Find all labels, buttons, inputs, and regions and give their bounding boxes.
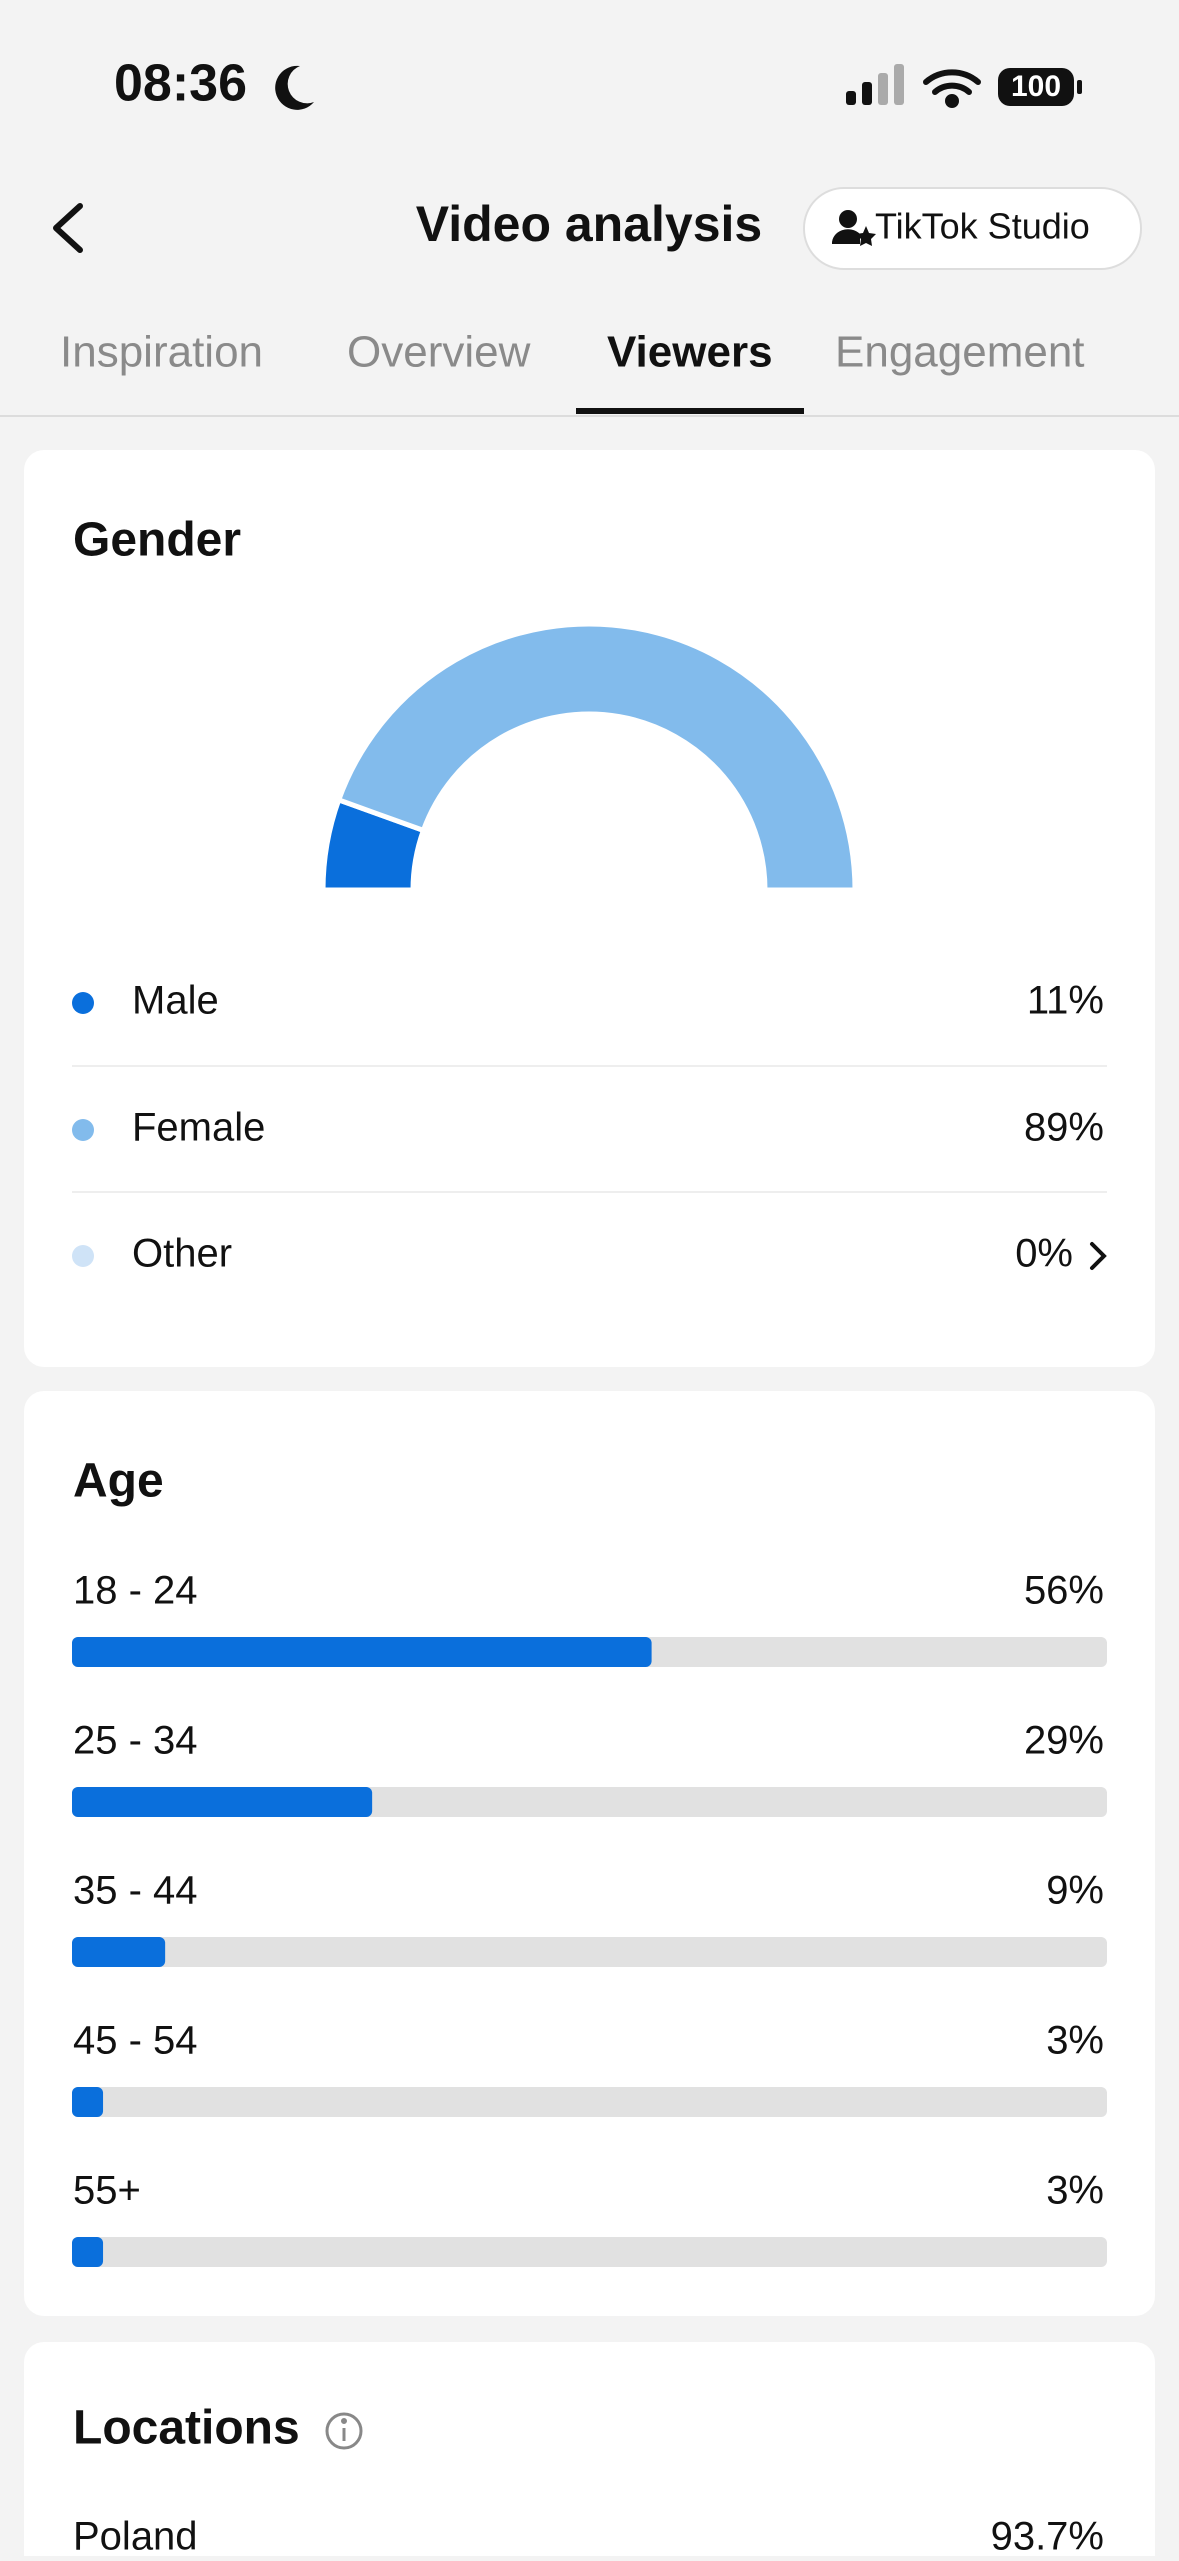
- studio-button[interactable]: [803, 187, 1142, 270]
- battery-level: 100: [1011, 70, 1061, 103]
- bar-track: [72, 2087, 1107, 2117]
- legend-value: 0%: [1015, 1232, 1073, 1276]
- tab-underline: [576, 408, 804, 414]
- tab[interactable]: Inspiration: [60, 328, 263, 377]
- signal-icon: [846, 64, 904, 105]
- bar-track: [72, 2237, 1107, 2267]
- studio-icon: [831, 210, 876, 246]
- moon-icon: [275, 65, 314, 110]
- age-value: 3%: [1046, 2169, 1104, 2213]
- legend-dot: [72, 1119, 94, 1141]
- age-value: 29%: [1024, 1719, 1104, 1763]
- battery-tip: [1077, 80, 1082, 94]
- age-card: [24, 1391, 1155, 2316]
- status-time: 08:36: [114, 55, 247, 113]
- legend-value: 11%: [1027, 979, 1104, 1023]
- age-bar: [72, 1937, 166, 1967]
- wifi-icon: [923, 69, 981, 108]
- age-bar: [72, 1787, 373, 1817]
- age-label: 55+: [73, 2169, 141, 2213]
- age-title: Age: [73, 1455, 164, 1508]
- location-name: Poland: [73, 2515, 198, 2556]
- tab[interactable]: Overview: [347, 328, 531, 377]
- battery-icon: [998, 68, 1074, 106]
- row-separator: [72, 1065, 1107, 1067]
- studio-button-label: TikTok Studio: [875, 206, 1090, 247]
- back-button[interactable]: [53, 203, 83, 253]
- donut-segment: [335, 621, 858, 893]
- age-bar: [72, 2237, 104, 2267]
- locations-card: [24, 2342, 1155, 2561]
- row-separator: [72, 1191, 1107, 1193]
- tab[interactable]: Engagement: [835, 328, 1085, 377]
- chevron[interactable]: [1090, 1242, 1107, 1270]
- bar-track: [72, 1937, 1107, 1967]
- gender-title: Gender: [73, 514, 241, 567]
- info-icon[interactable]: [325, 2412, 363, 2450]
- age-bar: [72, 2087, 104, 2117]
- legend-label: Other: [132, 1232, 232, 1276]
- legend-dot: [72, 1245, 94, 1267]
- location-share: 93.7%: [991, 2515, 1104, 2556]
- age-label: 25 - 34: [73, 1719, 198, 1763]
- age-label: 18 - 24: [73, 1569, 198, 1613]
- tab[interactable]: Viewers: [607, 328, 773, 377]
- legend-dot: [72, 992, 94, 1014]
- locations-title: Locations: [73, 2402, 300, 2455]
- age-value: 9%: [1046, 1869, 1104, 1913]
- age-label: 35 - 44: [73, 1869, 198, 1913]
- legend-label: Female: [132, 1106, 265, 1150]
- header-title: Video analysis: [416, 196, 762, 252]
- legend-label: Male: [132, 979, 219, 1023]
- tab-separator: [0, 415, 1179, 417]
- gender-card: [24, 450, 1155, 1367]
- age-value: 56%: [1024, 1569, 1104, 1613]
- legend-value: 89%: [1024, 1106, 1104, 1150]
- age-bar: [72, 1637, 652, 1667]
- age-label: 45 - 54: [73, 2019, 198, 2063]
- age-value: 3%: [1046, 2019, 1104, 2063]
